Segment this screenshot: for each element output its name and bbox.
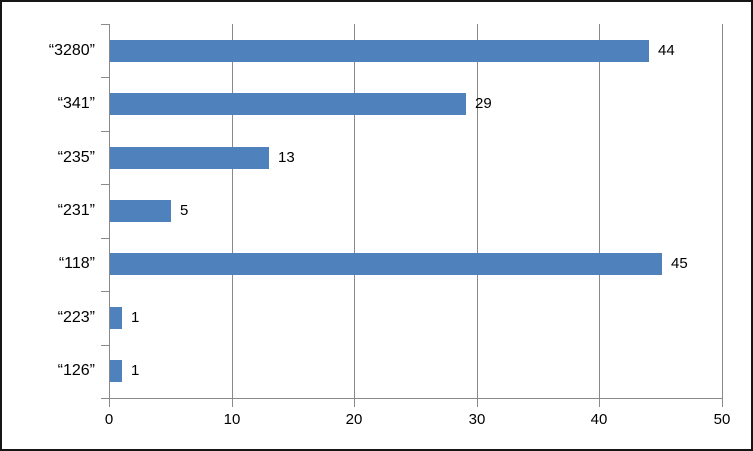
x-tick-mark bbox=[109, 399, 110, 407]
y-tick-mark bbox=[101, 184, 109, 185]
y-tick-mark bbox=[101, 398, 109, 399]
gridline-x-10 bbox=[232, 24, 233, 398]
category-label: “223” bbox=[57, 309, 95, 326]
category-axis-labels: “3280” “341” “235” “231” “118” “223” “126” bbox=[2, 24, 109, 398]
y-tick-mark bbox=[101, 345, 109, 346]
bar-value-label: 45 bbox=[671, 255, 688, 272]
y-tick-mark bbox=[101, 77, 109, 78]
x-tick-mark bbox=[232, 399, 233, 407]
bar-1 bbox=[110, 93, 466, 115]
bar-value-label: 1 bbox=[131, 309, 140, 326]
category-label: “341” bbox=[57, 95, 95, 112]
bar-value-label: 13 bbox=[278, 149, 295, 166]
bar-0 bbox=[110, 40, 649, 62]
bar-value-label: 1 bbox=[131, 362, 140, 379]
category-label: “235” bbox=[57, 149, 95, 166]
plot-area: 44 29 13 5 45 1 1 bbox=[109, 24, 723, 398]
bar-3 bbox=[110, 200, 171, 222]
x-tick-label: 30 bbox=[468, 411, 486, 428]
gridline-x-50 bbox=[722, 24, 723, 398]
category-label: “118” bbox=[58, 255, 95, 272]
x-tick-mark bbox=[354, 399, 355, 407]
bar-value-label: 44 bbox=[658, 42, 675, 59]
bar-5 bbox=[110, 307, 122, 329]
x-tick-label: 40 bbox=[590, 411, 608, 428]
x-tick-label: 10 bbox=[223, 411, 241, 428]
x-tick-mark bbox=[477, 399, 478, 407]
x-tick-label: 50 bbox=[713, 411, 731, 428]
x-tick-label: 0 bbox=[104, 411, 114, 428]
y-tick-mark bbox=[101, 131, 109, 132]
bar-4 bbox=[110, 253, 662, 275]
y-axis bbox=[109, 24, 110, 398]
y-tick-mark bbox=[101, 291, 109, 292]
gridline-x-40 bbox=[599, 24, 600, 398]
category-label: “231” bbox=[57, 202, 95, 219]
bar-6 bbox=[110, 360, 122, 382]
bar-value-label: 29 bbox=[475, 95, 492, 112]
gridline-x-30 bbox=[477, 24, 478, 398]
gridline-x-20 bbox=[354, 24, 355, 398]
y-tick-mark bbox=[101, 24, 109, 25]
bar-2 bbox=[110, 147, 269, 169]
category-label: “3280” bbox=[48, 42, 95, 59]
x-tick-mark bbox=[599, 399, 600, 407]
x-tick-label: 20 bbox=[345, 411, 363, 428]
x-tick-mark bbox=[722, 399, 723, 407]
bar-value-label: 5 bbox=[180, 202, 189, 219]
y-tick-mark bbox=[101, 238, 109, 239]
category-label: “126” bbox=[57, 362, 95, 379]
x-axis bbox=[109, 398, 723, 399]
